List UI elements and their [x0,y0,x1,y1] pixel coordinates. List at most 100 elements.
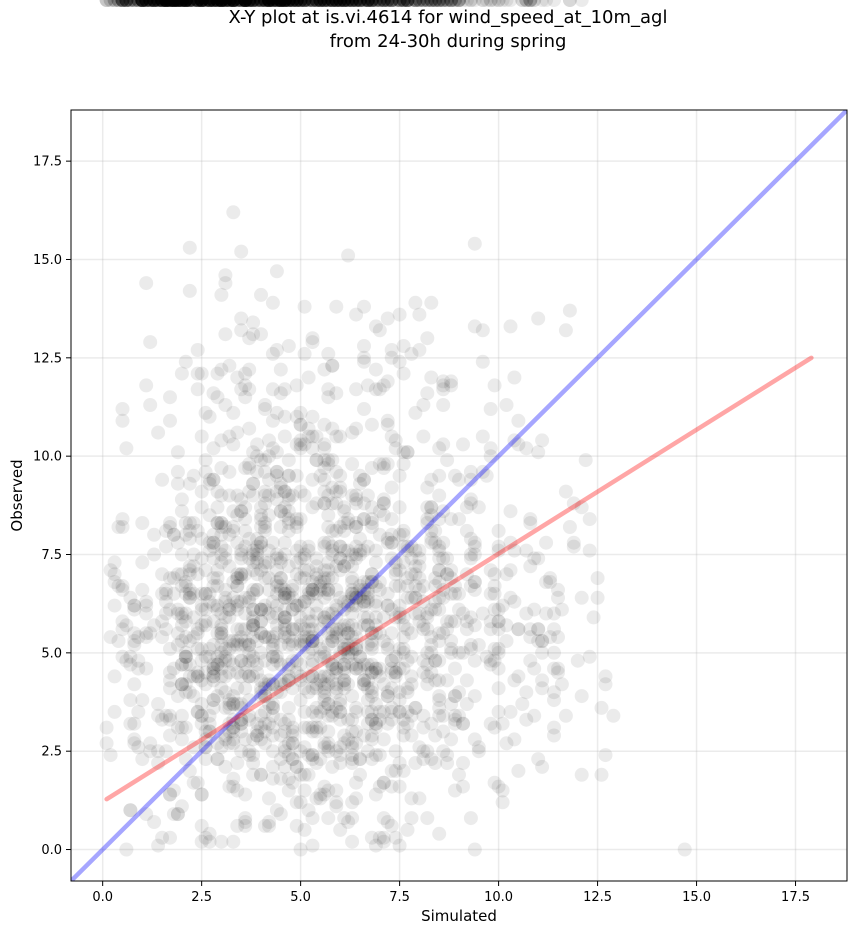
scatter-point [163,787,177,802]
scatter-point [194,531,209,546]
scatter-point [214,0,229,7]
scatter-point [321,0,336,7]
scatter-point [400,0,415,7]
scatter-point [285,0,300,7]
scatter-point [448,0,462,7]
scatter-point [408,295,423,310]
scatter-point [376,457,391,471]
scatter-point [234,630,249,645]
scatter-point [357,350,371,365]
scatter-point [360,582,375,597]
scatter-point [357,339,371,353]
scatter-point [254,512,268,527]
scatter-point [246,0,261,7]
scatter-point [174,579,189,593]
scatter-point [404,0,419,7]
scatter-point [135,0,150,7]
scatter-point [333,0,348,7]
scatter-point [250,665,265,680]
scatter-point [258,689,272,704]
scatter-point [174,677,189,692]
scatter-point [194,0,209,7]
scatter-point [333,822,348,837]
scatter-point [226,0,241,7]
scatter-point [321,740,336,755]
scatter-point [317,539,332,554]
scatter-point [372,0,387,7]
scatter-point [214,461,229,475]
scatter-point [321,382,336,397]
scatter-point [574,590,589,605]
chart-title: X-Y plot at is.vi.4614 for wind_speed_at… [0,6,856,54]
scatter-point [309,791,324,806]
scatter-point [159,0,173,7]
scatter-point [305,0,320,7]
scatter-point [309,634,324,648]
scatter-point [265,700,280,715]
scatter-point [491,614,506,629]
scatter-point [258,0,272,7]
scatter-point [246,445,261,460]
scatter-point [210,0,225,7]
scatter-point [262,508,276,523]
scatter-point [182,0,197,7]
scatter-point [400,681,415,696]
scatter-point [345,736,360,751]
scatter-point [159,586,173,601]
scatter-point [424,500,439,515]
scatter-point [202,508,217,523]
scatter-point [194,0,209,7]
scatter-point [313,575,328,589]
scatter-point [416,708,431,723]
scatter-point [139,0,154,7]
scatter-point [523,0,538,7]
scatter-point [321,582,336,597]
scatter-point [364,500,379,515]
scatter-point [269,0,284,7]
scatter-point [507,433,522,448]
scatter-point [353,649,367,664]
scatter-point [214,0,229,7]
scatter-point [297,0,312,7]
scatter-point [265,0,280,7]
scatter-point [392,704,407,719]
scatter-point [539,0,554,7]
scatter-point [222,598,237,613]
scatter-point [194,0,209,7]
scatter-point [265,0,280,7]
scatter-point [333,0,348,7]
scatter-point [107,669,122,684]
scatter-point [364,516,379,530]
scatter-point [277,0,292,7]
scatter-point [214,0,229,7]
scatter-point [262,0,276,7]
scatter-point [143,0,158,7]
scatter-point [222,488,237,503]
scatter-point [313,720,328,735]
scatter-point [301,0,316,7]
scatter-point [376,378,391,393]
scatter-point [305,335,320,350]
scatter-point [436,551,451,566]
scatter-point [392,0,407,7]
scatter-point [562,520,577,534]
scatter-point [317,693,332,708]
scatter-point [444,0,459,7]
scatter-point [463,641,478,656]
scatter-point [265,441,280,456]
scatter-point [269,0,284,7]
scatter-point [222,0,237,7]
y-tick-label: 5.0 [41,646,62,661]
scatter-point [218,649,233,664]
scatter-point [444,374,459,389]
scatter-point [198,0,213,7]
scatter-point [372,323,387,338]
scatter-point [452,0,466,7]
scatter-point [333,0,348,7]
scatter-point [194,0,209,7]
scatter-point [163,0,177,7]
scatter-point [420,331,435,346]
scatter-point [440,0,455,7]
scatter-point [341,594,356,609]
scatter-point [269,685,284,700]
